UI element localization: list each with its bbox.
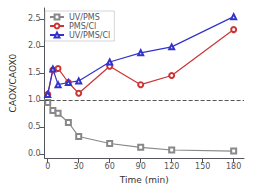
svg-text:CAOX/CAOX0: CAOX/CAOX0: [8, 53, 18, 112]
svg-text:2.5: 2.5: [28, 14, 41, 23]
svg-text:0.5: 0.5: [28, 122, 41, 131]
svg-text:UV/PMS/Cl: UV/PMS/Cl: [69, 31, 110, 40]
svg-text:2.0: 2.0: [28, 41, 41, 50]
svg-text:1.5: 1.5: [28, 68, 41, 77]
svg-text:90: 90: [136, 162, 146, 171]
svg-text:0.0: 0.0: [28, 149, 41, 158]
svg-text:Time (min): Time (min): [119, 175, 169, 185]
svg-text:150: 150: [195, 162, 210, 171]
svg-text:1.0: 1.0: [28, 95, 41, 104]
svg-text:PMS/Cl: PMS/Cl: [69, 22, 96, 31]
svg-text:UV/PMS: UV/PMS: [69, 13, 100, 22]
svg-text:180: 180: [226, 162, 241, 171]
svg-text:0: 0: [45, 162, 50, 171]
svg-text:120: 120: [164, 162, 179, 171]
svg-text:30: 30: [74, 162, 84, 171]
svg-text:60: 60: [105, 162, 115, 171]
